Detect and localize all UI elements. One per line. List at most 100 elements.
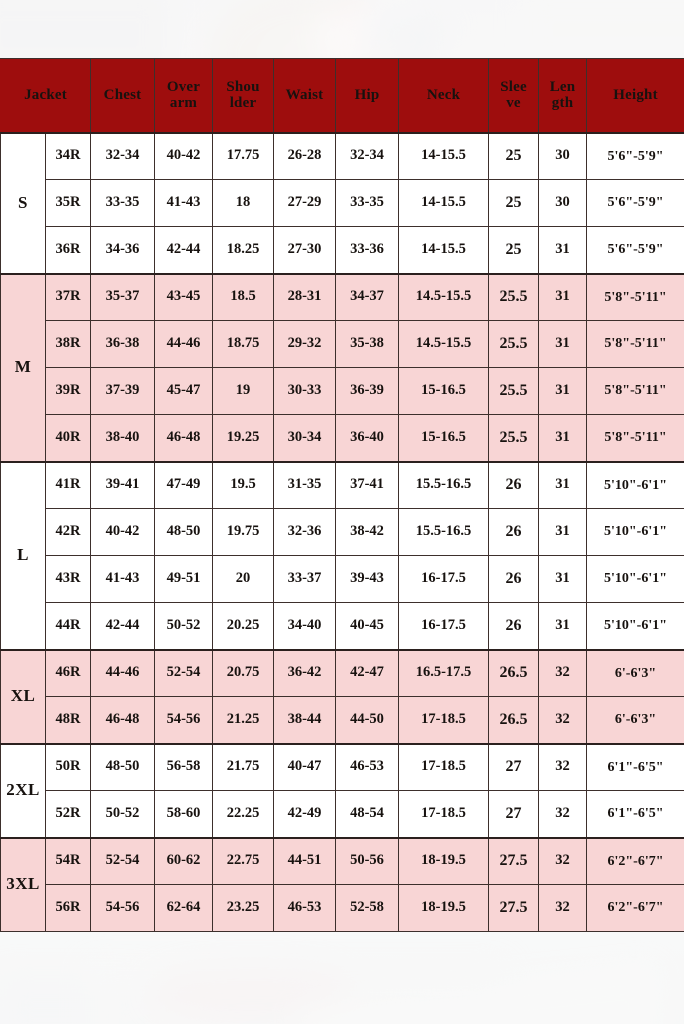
- cell-neck: 16-17.5: [398, 602, 490, 650]
- cell-jacket: 36R: [44, 226, 92, 274]
- cell-sleeve: 26.5: [488, 696, 540, 744]
- cell-neck: 14.5-15.5: [398, 272, 490, 321]
- cell-height: 6'2"-6'7": [586, 836, 684, 885]
- cell-neck: 14-15.5: [398, 179, 490, 227]
- cell-height: 5'8"-5'11": [586, 414, 684, 462]
- cell-jacket: 48R: [44, 696, 92, 744]
- cell-shoulder: 20.75: [212, 648, 275, 697]
- table-row: 39R 37-39 45-47 19 30-33 36-39 15-16.5 25.5 31 5'…: [1, 367, 684, 415]
- cell-hip: 33-36: [335, 226, 400, 274]
- cell-length: 31: [538, 320, 588, 368]
- cell-shoulder: 23.25: [212, 884, 275, 932]
- cell-overarm: 62-64: [154, 884, 214, 932]
- header-row: Jacket Chest Over arm Shou lder Waist: [0, 58, 684, 133]
- cell-shoulder: 22.75: [212, 836, 275, 885]
- cell-length: 32: [538, 884, 588, 932]
- cell-neck: 17-18.5: [398, 696, 490, 744]
- cell-jacket: 56R: [44, 884, 92, 932]
- cell-overarm: 50-52: [154, 602, 214, 650]
- cell-length: 30: [538, 179, 588, 227]
- cell-sleeve: 26: [488, 602, 540, 650]
- table-row: 38R 36-38 44-46 18.75 29-32 35-38 14.5-15.5 25.…: [1, 320, 684, 368]
- cell-sleeve: 25.5: [488, 367, 540, 415]
- cell-chest: 35-37: [90, 272, 156, 321]
- cell-jacket: 35R: [44, 179, 92, 227]
- column-header-shoulder: Shou lder: [212, 58, 275, 133]
- cell-shoulder: 21.75: [212, 742, 275, 791]
- cell-waist: 28-31: [273, 272, 337, 321]
- cell-height: 5'10"-6'1": [586, 460, 684, 509]
- size-chart-container: Jacket Chest Over arm Shou lder Waist: [0, 58, 684, 932]
- cell-shoulder: 19.5: [212, 460, 275, 509]
- cell-waist: 40-47: [273, 742, 337, 791]
- cell-sleeve: 25: [488, 226, 540, 274]
- cell-jacket: 52R: [44, 790, 92, 838]
- column-header-length: Len gth: [538, 58, 588, 133]
- cell-sleeve: 25: [488, 179, 540, 227]
- cell-chest: 37-39: [90, 367, 156, 415]
- cell-shoulder: 20.25: [212, 602, 275, 650]
- cell-length: 31: [538, 272, 588, 321]
- cell-shoulder: 18.25: [212, 226, 275, 274]
- cell-jacket: 40R: [44, 414, 92, 462]
- cell-overarm: 49-51: [154, 555, 214, 603]
- cell-hip: 34-37: [335, 272, 400, 321]
- cell-neck: 15.5-16.5: [398, 508, 490, 556]
- size-chart-table: Jacket Chest Over arm Shou lder Waist: [0, 58, 684, 932]
- table-row: S 34R 32-34 40-42 17.75 26-28 32-34 14-15.5 25 30…: [0, 131, 684, 274]
- cell-chest: 44-46: [90, 648, 156, 697]
- cell-chest: 33-35: [90, 179, 156, 227]
- size-group-label-s: S: [0, 131, 46, 274]
- cell-shoulder: 18: [212, 179, 275, 227]
- column-header-overarm-line2: arm: [169, 95, 198, 112]
- cell-hip: 52-58: [335, 884, 400, 932]
- cell-length: 31: [538, 555, 588, 603]
- cell-height: 5'8"-5'11": [586, 367, 684, 415]
- table-row: 56R 54-56 62-64 23.25 46-53 52-58 18-19.5 27.5 3…: [1, 884, 684, 932]
- cell-hip: 37-41: [335, 460, 400, 509]
- cell-jacket: 34R: [44, 131, 92, 180]
- table-row: 42R 40-42 48-50 19.75 32-36 38-42 15.5-16.5 26 3…: [1, 508, 684, 556]
- cell-overarm: 58-60: [154, 790, 214, 838]
- cell-jacket: 54R: [44, 836, 92, 885]
- cell-jacket: 37R: [44, 272, 92, 321]
- cell-chest: 48-50: [90, 742, 156, 791]
- cell-waist: 46-53: [273, 884, 337, 932]
- cell-height: 5'10"-6'1": [586, 555, 684, 603]
- cell-hip: 42-47: [335, 648, 400, 697]
- table-header: Jacket Chest Over arm Shou lder Waist: [0, 58, 684, 133]
- cell-neck: 16.5-17.5: [398, 648, 490, 697]
- cell-sleeve: 25: [488, 131, 540, 180]
- cell-height: 6'-6'3": [586, 696, 684, 744]
- cell-length: 31: [538, 460, 588, 509]
- cell-overarm: 42-44: [154, 226, 214, 274]
- column-header-length-line2: gth: [551, 95, 574, 112]
- cell-overarm: 60-62: [154, 836, 214, 885]
- table-row: 52R 50-52 58-60 22.25 42-49 48-54 17-18.5 27 32 6…: [1, 790, 684, 838]
- cell-length: 31: [538, 602, 588, 650]
- cell-hip: 38-42: [335, 508, 400, 556]
- cell-chest: 36-38: [90, 320, 156, 368]
- cell-sleeve: 25.5: [488, 320, 540, 368]
- column-header-overarm: Over arm: [154, 58, 214, 133]
- cell-overarm: 43-45: [154, 272, 214, 321]
- cell-neck: 17-18.5: [398, 790, 490, 838]
- table-row: 36R 34-36 42-44 18.25 27-30 33-36 14-15.5 25 31 5…: [1, 226, 684, 274]
- cell-hip: 48-54: [335, 790, 400, 838]
- cell-hip: 50-56: [335, 836, 400, 885]
- cell-sleeve: 26.5: [488, 648, 540, 697]
- table-row: 44R 42-44 50-52 20.25 34-40 40-45 16-17.5 26 31 5…: [1, 602, 684, 650]
- table-row: 35R 33-35 41-43 18 27-29 33-35 14-15.5 25 30 5'6"…: [1, 179, 684, 227]
- table-row: XL 46R 44-46 52-54 20.75 36-42 42-47 16.5-17.5 2…: [0, 648, 684, 744]
- column-header-sleeve-line2: ve: [506, 95, 521, 112]
- cell-length: 31: [538, 226, 588, 274]
- cell-overarm: 47-49: [154, 460, 214, 509]
- cell-neck: 17-18.5: [398, 742, 490, 791]
- cell-neck: 14.5-15.5: [398, 320, 490, 368]
- cell-neck: 15-16.5: [398, 367, 490, 415]
- cell-overarm: 54-56: [154, 696, 214, 744]
- cell-overarm: 48-50: [154, 508, 214, 556]
- cell-length: 32: [538, 836, 588, 885]
- cell-chest: 46-48: [90, 696, 156, 744]
